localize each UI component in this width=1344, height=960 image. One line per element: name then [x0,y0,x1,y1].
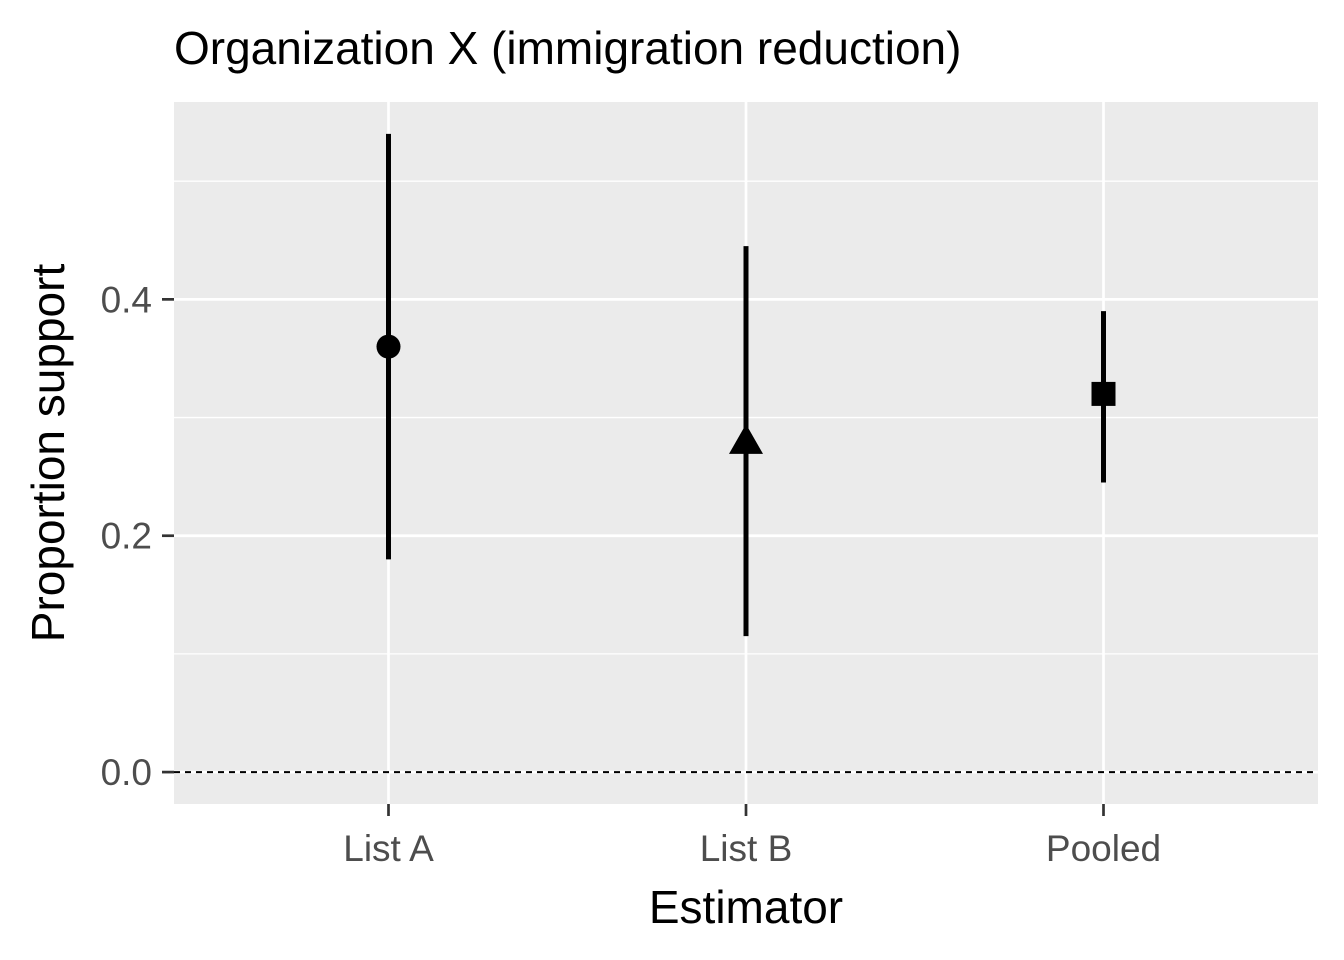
circle-marker [376,334,401,359]
point-markers [376,334,1116,454]
y-tick-label: 0.4 [101,279,152,320]
y-tick-label: 0.0 [101,752,152,793]
triangle-marker [729,424,763,454]
x-tick-label: Pooled [1046,828,1161,869]
x-axis-title: Estimator [649,881,843,933]
x-axis-ticks: List A List B Pooled [343,804,1161,869]
square-marker [1091,381,1116,406]
y-tick-label: 0.2 [101,516,152,557]
y-axis-ticks: 0.0 0.2 0.4 [101,279,174,793]
y-axis-title: Proportion support [22,264,74,643]
x-tick-label: List B [700,828,793,869]
x-tick-label: List A [343,828,434,869]
chart-title: Organization X (immigration reduction) [174,22,961,74]
